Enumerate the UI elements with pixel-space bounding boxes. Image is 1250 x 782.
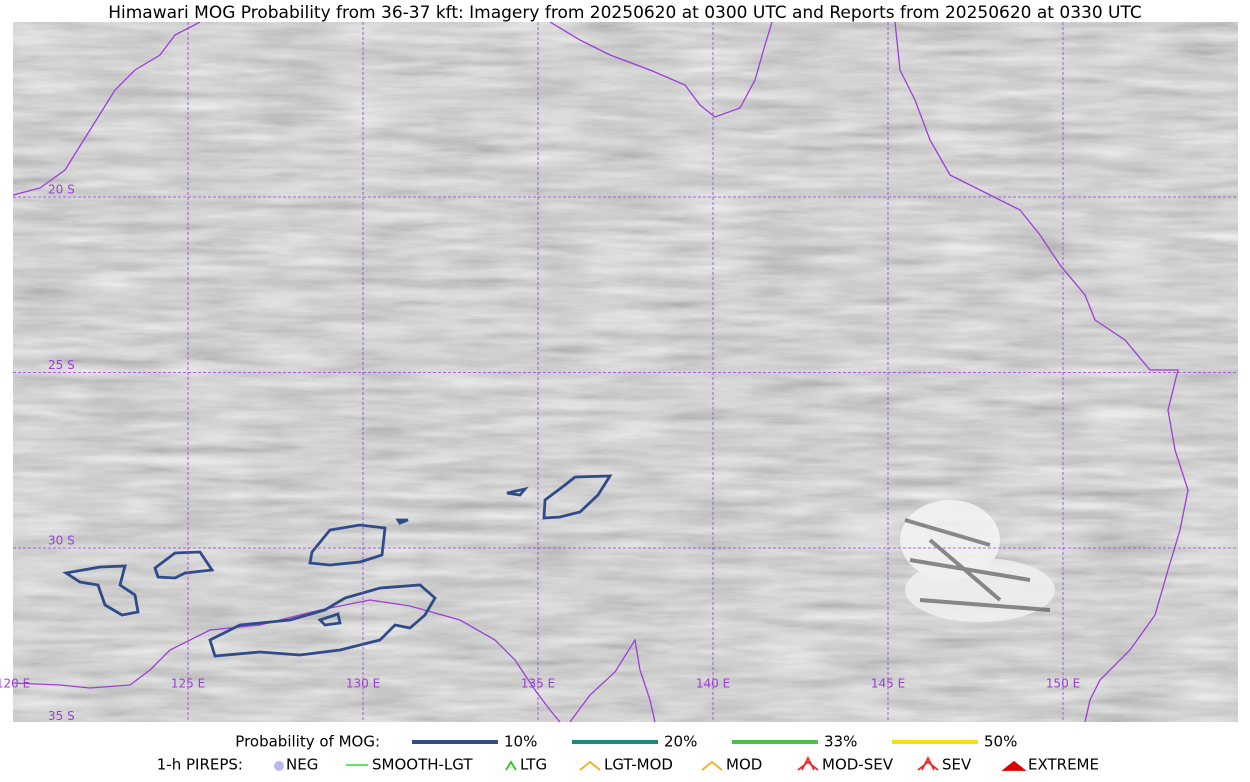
lon-label: 150 E — [1046, 677, 1080, 691]
graticule — [13, 22, 1238, 722]
lat-label: 35 S — [48, 709, 75, 723]
pirep-icon — [701, 760, 723, 771]
cloud-patch — [900, 500, 1055, 622]
pirep-item: NEG — [286, 756, 318, 774]
lon-label: 125 E — [171, 677, 205, 691]
legend-item: 33% — [824, 733, 857, 751]
pirep-item: MOD-SEV — [822, 756, 894, 774]
pirep-icon — [274, 761, 284, 771]
pirep-item: MOD — [726, 756, 762, 774]
lon-label: 130 E — [346, 677, 380, 691]
lon-label: 140 E — [696, 677, 730, 691]
lat-label: 20 S — [48, 183, 75, 197]
pirep-icon — [1001, 760, 1027, 771]
legend-item: 50% — [984, 733, 1017, 751]
legend-item: 10% — [504, 733, 537, 751]
pirep-item: LGT-MOD — [604, 756, 673, 774]
pirep-item: LTG — [520, 756, 547, 774]
lon-label: 120 E — [0, 677, 30, 691]
legend-label: Probability of MOG: — [235, 733, 380, 751]
legend-item: 20% — [664, 733, 697, 751]
lat-label: 25 S — [48, 358, 75, 372]
pirep-icon — [579, 760, 601, 771]
pirep-item: SMOOTH-LGT — [372, 756, 473, 774]
lon-label: 145 E — [871, 677, 905, 691]
map — [13, 22, 1238, 722]
title: Himawari MOG Probability from 36-37 kft:… — [108, 3, 1142, 23]
legend: Probability of MOG: 10% 20% 33% 50% 1-h PIREP… — [157, 733, 1099, 774]
mog-contours — [62, 474, 613, 658]
lon-label: 135 E — [521, 677, 555, 691]
pirep-icon — [797, 755, 819, 771]
pirep-icon — [917, 755, 939, 771]
satellite-imagery — [13, 22, 1238, 722]
pirep-icon — [505, 760, 517, 771]
pirep-item: EXTREME — [1028, 756, 1099, 774]
pirep-label: 1-h PIREPS: — [157, 756, 243, 774]
lat-label: 30 S — [48, 534, 75, 548]
pirep-item: SEV — [942, 756, 972, 774]
